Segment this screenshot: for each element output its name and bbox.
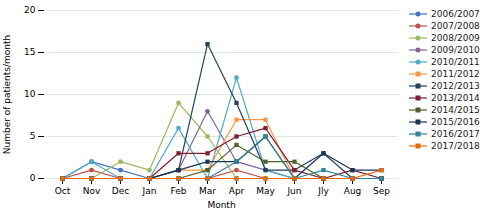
svg-text:Dec: Dec bbox=[112, 186, 129, 196]
svg-text:Feb: Feb bbox=[171, 186, 187, 196]
svg-text:0: 0 bbox=[30, 173, 36, 183]
html-text:2013/2014: 2013/2014 bbox=[431, 93, 480, 103]
svg-text:15: 15 bbox=[24, 47, 35, 57]
html-text:2014/2015: 2014/2015 bbox=[431, 105, 480, 115]
html-text:2011/2012: 2011/2012 bbox=[431, 69, 480, 79]
svg-text:Mar: Mar bbox=[199, 186, 216, 196]
html-text:2009/2010: 2009/2010 bbox=[431, 45, 480, 55]
svg-text:Jun: Jun bbox=[286, 186, 301, 196]
html-text:2012/2013: 2012/2013 bbox=[431, 81, 480, 91]
html-text:2006/2007: 2006/2007 bbox=[431, 9, 480, 19]
svg-text:Month: Month bbox=[207, 200, 235, 210]
svg-text:Apr: Apr bbox=[229, 186, 245, 196]
html-text:2010/2011: 2010/2011 bbox=[431, 57, 480, 67]
html-text:2007/2008: 2007/2008 bbox=[431, 21, 480, 31]
html-text:2008/2009: 2008/2009 bbox=[431, 33, 480, 43]
svg-text:Jly: Jly bbox=[317, 186, 329, 196]
svg-text:20: 20 bbox=[24, 5, 36, 15]
html-text:2017/2018: 2017/2018 bbox=[431, 141, 480, 151]
svg-text:10: 10 bbox=[24, 89, 36, 99]
svg-text:5: 5 bbox=[30, 131, 36, 141]
html-text:2016/2017: 2016/2017 bbox=[431, 129, 480, 139]
svg-text:Sep: Sep bbox=[373, 186, 390, 196]
svg-text:Oct: Oct bbox=[55, 186, 71, 196]
svg-text:Jan: Jan bbox=[142, 186, 157, 196]
svg-text:May: May bbox=[256, 186, 275, 196]
html-text:2015/2016: 2015/2016 bbox=[431, 117, 480, 127]
svg-text:Nov: Nov bbox=[83, 186, 101, 196]
svg-text:Number of patients/month: Number of patients/month bbox=[2, 35, 12, 155]
svg-text:Aug: Aug bbox=[344, 186, 362, 196]
